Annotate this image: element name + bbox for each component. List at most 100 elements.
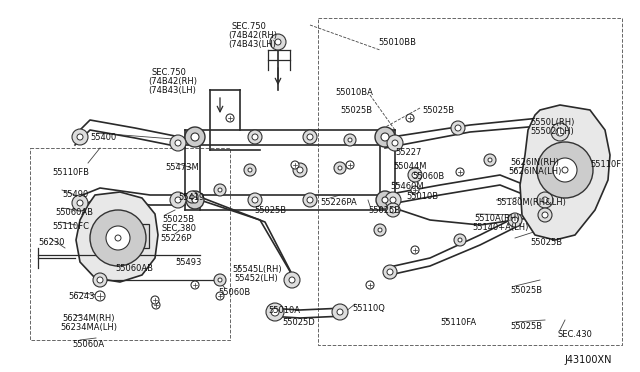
Circle shape <box>542 197 548 203</box>
Circle shape <box>248 193 262 207</box>
Circle shape <box>72 129 88 145</box>
Circle shape <box>297 167 303 173</box>
Circle shape <box>551 123 569 141</box>
Text: 55010BB: 55010BB <box>378 38 416 47</box>
Text: 55025B: 55025B <box>530 238 562 247</box>
Text: 55140+A(LH): 55140+A(LH) <box>472 223 529 232</box>
Circle shape <box>383 265 397 279</box>
Circle shape <box>175 140 181 146</box>
Text: 55025B: 55025B <box>510 286 542 295</box>
Text: (74B42(RH): (74B42(RH) <box>148 77 197 86</box>
Circle shape <box>271 308 279 316</box>
Circle shape <box>537 142 593 198</box>
Circle shape <box>170 192 186 208</box>
Text: 5550L(RH): 5550L(RH) <box>530 118 574 127</box>
Circle shape <box>266 303 284 321</box>
Text: 55025B: 55025B <box>162 215 194 224</box>
Circle shape <box>115 235 121 241</box>
Text: 55060B: 55060B <box>412 172 444 181</box>
Text: 5626INA(LH): 5626INA(LH) <box>508 167 561 176</box>
Circle shape <box>512 217 518 223</box>
Circle shape <box>289 277 295 283</box>
Circle shape <box>390 207 396 213</box>
Circle shape <box>72 195 88 211</box>
Circle shape <box>275 39 281 45</box>
Text: SEC.750: SEC.750 <box>152 68 187 77</box>
Circle shape <box>378 228 382 232</box>
Circle shape <box>406 114 414 122</box>
Text: 56234MA(LH): 56234MA(LH) <box>60 323 117 332</box>
Text: 55010A: 55010A <box>268 306 300 315</box>
Circle shape <box>411 186 419 194</box>
Text: SEC.380: SEC.380 <box>162 224 197 233</box>
Circle shape <box>411 246 419 254</box>
Circle shape <box>293 163 307 177</box>
Text: 55452(LH): 55452(LH) <box>234 274 278 283</box>
Circle shape <box>537 192 553 208</box>
Text: 55025B: 55025B <box>254 206 286 215</box>
Circle shape <box>348 138 352 142</box>
Circle shape <box>190 195 194 199</box>
Text: 55419: 55419 <box>178 193 204 202</box>
Text: 55010BA: 55010BA <box>335 88 373 97</box>
Circle shape <box>553 158 577 182</box>
Text: 55060AB: 55060AB <box>115 264 153 273</box>
Text: 55010B: 55010B <box>406 192 438 201</box>
Text: 55400: 55400 <box>90 133 116 142</box>
Text: 55493: 55493 <box>175 258 202 267</box>
Circle shape <box>307 134 313 140</box>
Text: 55227: 55227 <box>395 148 421 157</box>
Circle shape <box>303 130 317 144</box>
Text: SEC.750: SEC.750 <box>232 22 267 31</box>
Text: 55044M: 55044M <box>393 162 426 171</box>
Circle shape <box>248 168 252 172</box>
Circle shape <box>542 212 548 218</box>
Circle shape <box>291 161 299 169</box>
Text: 55110Q: 55110Q <box>352 304 385 313</box>
Circle shape <box>106 226 130 250</box>
Circle shape <box>186 191 204 209</box>
Text: 56243: 56243 <box>68 292 95 301</box>
Text: (74B43(LH): (74B43(LH) <box>228 40 276 49</box>
Text: 55110FA: 55110FA <box>440 318 476 327</box>
Circle shape <box>338 166 342 170</box>
Circle shape <box>191 281 199 289</box>
Text: 55502(LH): 55502(LH) <box>530 127 573 136</box>
Text: J43100XN: J43100XN <box>564 355 611 365</box>
Text: 55060B: 55060B <box>218 288 250 297</box>
Circle shape <box>214 274 226 286</box>
Circle shape <box>90 210 146 266</box>
Text: 5626IN(RH): 5626IN(RH) <box>510 158 559 167</box>
Circle shape <box>456 168 464 176</box>
Text: (74B43(LH): (74B43(LH) <box>148 86 196 95</box>
Circle shape <box>152 301 160 309</box>
Circle shape <box>412 172 418 178</box>
Text: 55545L(RH): 55545L(RH) <box>232 265 282 274</box>
Circle shape <box>191 133 199 141</box>
Circle shape <box>451 121 465 135</box>
Text: 55025B: 55025B <box>340 106 372 115</box>
Text: SEC.430: SEC.430 <box>557 330 592 339</box>
Circle shape <box>376 191 394 209</box>
Circle shape <box>192 197 198 203</box>
Text: 55490: 55490 <box>62 190 88 199</box>
Text: 55025B: 55025B <box>422 106 454 115</box>
Text: (74B42(RH): (74B42(RH) <box>228 31 277 40</box>
Circle shape <box>390 197 396 203</box>
Text: 55060AB: 55060AB <box>55 208 93 217</box>
Text: 55025D: 55025D <box>282 318 315 327</box>
FancyBboxPatch shape <box>119 224 149 248</box>
Circle shape <box>77 200 83 206</box>
Circle shape <box>557 162 573 178</box>
Polygon shape <box>520 105 610 240</box>
Circle shape <box>334 162 346 174</box>
Text: 5510A(RH): 5510A(RH) <box>474 214 520 223</box>
Circle shape <box>375 127 395 147</box>
Text: 55110FB: 55110FB <box>52 168 89 177</box>
Text: 55110FC: 55110FC <box>52 222 89 231</box>
Text: 55060A: 55060A <box>72 340 104 349</box>
Circle shape <box>484 154 496 166</box>
Circle shape <box>170 135 186 151</box>
Text: 55180M(RH&LH): 55180M(RH&LH) <box>496 198 566 207</box>
Circle shape <box>95 291 105 301</box>
